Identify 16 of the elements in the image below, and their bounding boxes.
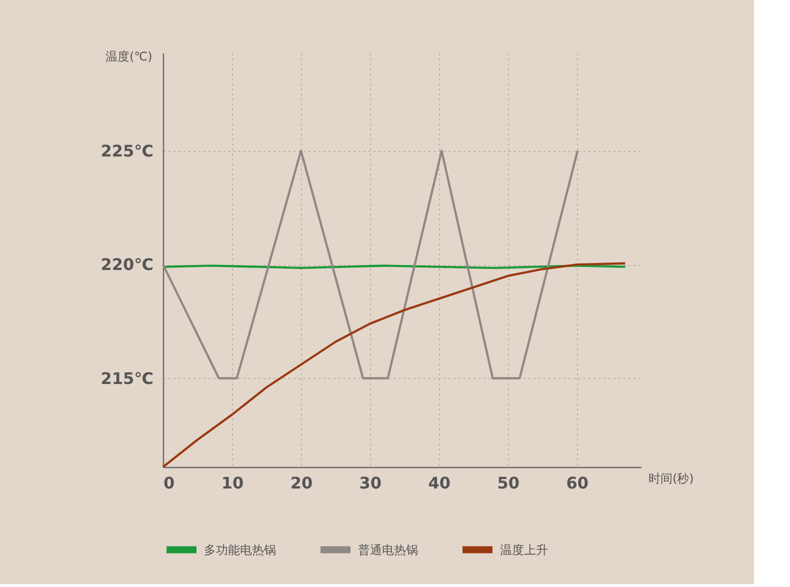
x-axis-title: 时间(秒) — [648, 472, 694, 486]
y-tick-label: 215℃ — [100, 368, 154, 388]
x-tick-label: 0 — [164, 474, 175, 492]
y-tick-label: 220℃ — [100, 255, 154, 274]
y-tick-label: 225℃ — [100, 141, 154, 160]
y-axis-title: 温度(℃) — [106, 50, 152, 64]
x-tick-label: 20 — [290, 474, 313, 492]
legend-label: 多功能电热锅 — [204, 542, 276, 557]
legend-label: 温度上升 — [500, 542, 548, 557]
x-tick-label: 10 — [221, 474, 244, 492]
x-tick-label: 40 — [428, 474, 451, 492]
x-tick-label: 30 — [359, 474, 382, 492]
x-tick-label: 50 — [497, 474, 520, 492]
line-series — [162, 262, 626, 468]
x-tick-label: 60 — [566, 474, 588, 492]
legend-label: 普通电热锅 — [358, 542, 418, 557]
